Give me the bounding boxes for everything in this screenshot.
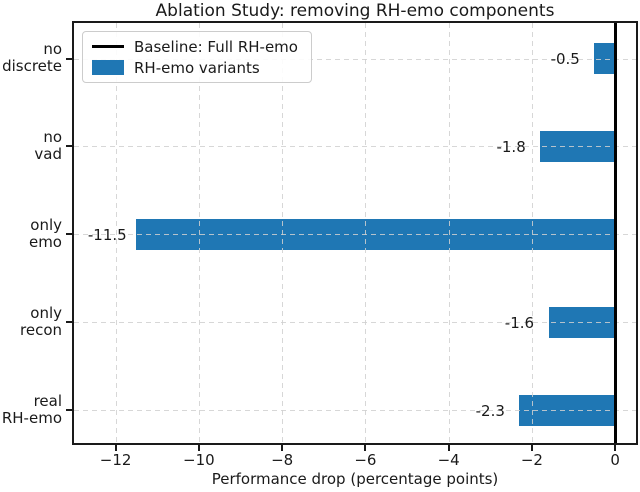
x-tick-mark	[364, 445, 367, 451]
y-gridline	[74, 322, 636, 324]
x-tick-mark	[447, 445, 450, 451]
x-gridline	[531, 23, 533, 443]
left-spine	[72, 21, 74, 445]
x-tick-label: −2	[520, 451, 543, 469]
legend-baseline-label: Baseline: Full RH-emo	[134, 37, 298, 56]
chart-title: Ablation Study: removing RH-emo componen…	[155, 1, 555, 21]
legend-baseline-line-swatch	[92, 45, 124, 48]
y-tick-mark	[66, 409, 72, 412]
bottom-spine	[72, 443, 638, 445]
legend-variants-label: RH-emo variants	[134, 58, 260, 77]
x-gridline	[365, 23, 367, 443]
right-spine	[636, 21, 638, 445]
y-tick-mark	[66, 321, 72, 324]
y-gridline	[74, 146, 636, 148]
baseline-line	[613, 23, 617, 443]
bar-value-label: -1.8	[496, 137, 526, 156]
y-tick-mark	[66, 57, 72, 60]
y-tick-label: only recon	[20, 303, 62, 339]
x-axis-label: Performance drop (percentage points)	[211, 470, 499, 488]
x-tick-mark	[530, 445, 533, 451]
bar-value-label: -11.5	[87, 225, 127, 244]
x-tick-mark	[114, 445, 117, 451]
bar-value-label: -1.6	[504, 313, 535, 332]
y-gridline	[74, 58, 636, 60]
x-tick-label: 0	[610, 451, 620, 469]
bar-value-label: -0.5	[550, 50, 580, 68]
y-tick-label: no vad	[34, 127, 62, 163]
legend-entry-baseline: Baseline: Full RH-emo	[92, 37, 298, 56]
x-tick-label: −8	[271, 451, 294, 469]
legend: Baseline: Full RH-emo RH-emo variants	[82, 31, 312, 83]
x-tick-label: −12	[99, 451, 132, 469]
y-gridline	[74, 234, 636, 236]
y-tick-label: no discrete	[2, 40, 62, 75]
y-tick-label: only emo	[28, 215, 62, 251]
y-tick-mark	[66, 145, 72, 148]
x-gridline	[115, 23, 117, 443]
y-gridline	[74, 410, 636, 412]
bar-value-label: -2.3	[475, 401, 505, 420]
x-gridline	[198, 23, 200, 443]
x-tick-label: −4	[437, 451, 460, 469]
x-tick-label: −10	[183, 451, 215, 469]
x-tick-label: −6	[354, 451, 377, 469]
legend-entry-variants: RH-emo variants	[92, 58, 298, 77]
top-spine	[72, 21, 638, 23]
x-tick-mark	[614, 445, 617, 451]
x-gridline	[282, 23, 284, 443]
y-tick-label: real RH-emo	[1, 391, 62, 427]
y-tick-mark	[66, 233, 72, 236]
x-tick-mark	[197, 445, 200, 451]
x-tick-mark	[281, 445, 284, 451]
x-gridline	[448, 23, 450, 443]
legend-variants-patch-swatch	[92, 60, 124, 75]
